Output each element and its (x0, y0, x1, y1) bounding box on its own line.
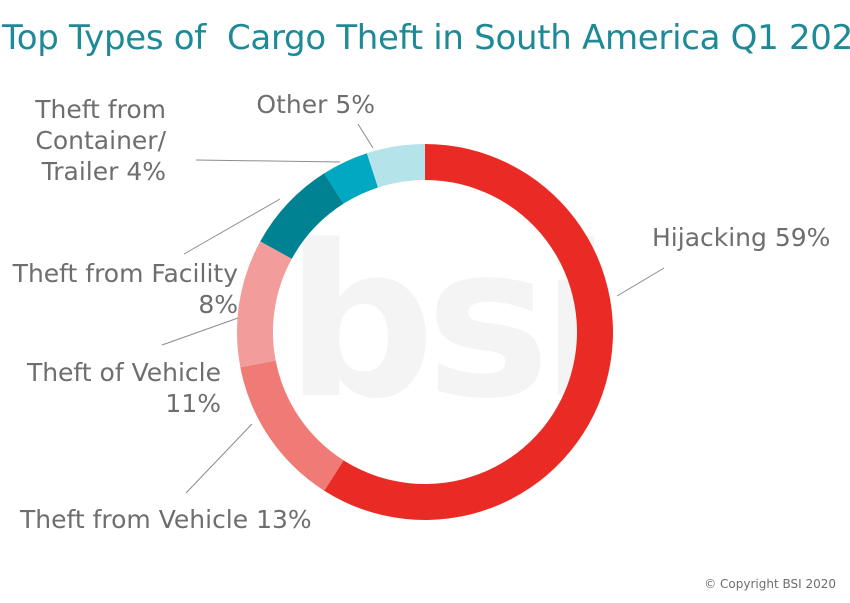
donut-slice-5 (366, 144, 425, 188)
copyright-text: © Copyright BSI 2020 (704, 577, 836, 591)
leader-line-4 (195, 159, 341, 163)
slice-label-5: Other 5% (256, 89, 375, 120)
slice-label-1: Theft from Vehicle 13% (20, 504, 312, 535)
donut-slice-0 (324, 144, 613, 520)
donut-slice-2 (236, 241, 292, 368)
slice-label-4: Theft from Container/Trailer 4% (35, 94, 166, 187)
leader-line-2 (161, 317, 239, 346)
chart-title: Top Types of Cargo Theft in South Americ… (2, 18, 850, 58)
slice-label-line: Hijacking 59% (652, 223, 831, 252)
leader-line-1 (185, 423, 253, 494)
slice-label-0: Hijacking 59% (652, 222, 830, 253)
slice-label-line: Other 5% (256, 90, 375, 119)
donut-slice-3 (260, 173, 344, 259)
slice-label-line: Theft from Facility (12, 259, 238, 288)
slice-label-2: Theft of Vehicle 11% (27, 357, 221, 419)
donut-slice-1 (240, 360, 344, 491)
leader-line-3 (183, 198, 281, 255)
donut-slice-4 (324, 153, 379, 204)
leader-line-5 (357, 123, 374, 149)
slice-label-line: 8% (198, 290, 238, 319)
slice-label-line: Theft of Vehicle (26, 358, 221, 387)
slice-label-line: Trailer 4% (41, 157, 166, 186)
leader-line-0 (616, 267, 665, 297)
slice-label-line: Theft from (35, 95, 166, 124)
slice-label-line: Container/ (35, 126, 166, 155)
slice-label-3: Theft from Facility 8% (13, 258, 238, 320)
slice-label-line: 11% (165, 389, 221, 418)
slice-label-line: Theft from Vehicle 13% (20, 505, 312, 534)
